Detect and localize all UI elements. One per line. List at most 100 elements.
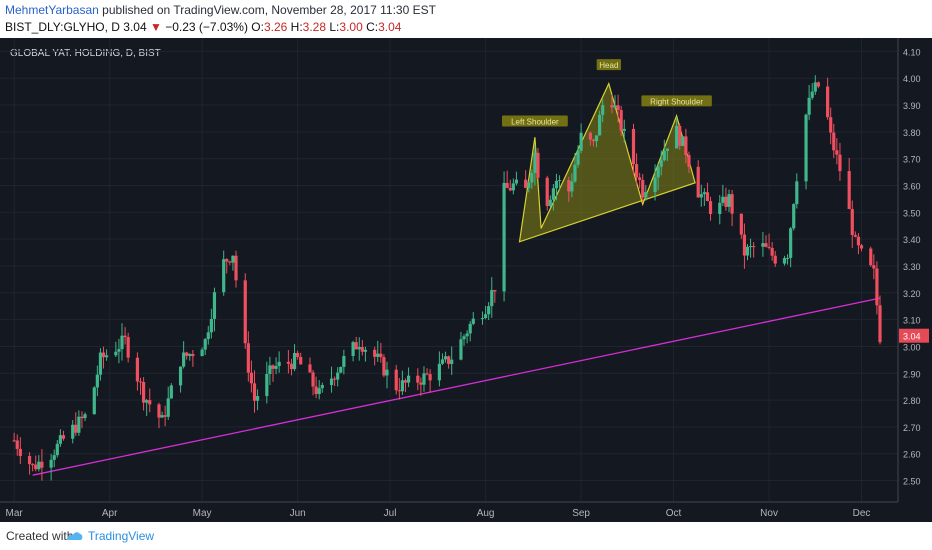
candle-body — [222, 259, 226, 293]
candle-body — [659, 160, 663, 167]
candle-body — [252, 383, 257, 401]
annotation-label: Left Shoulder — [511, 117, 559, 126]
candle-body — [135, 357, 140, 382]
candle-body — [289, 363, 294, 370]
tradingview-link[interactable]: TradingView — [88, 529, 155, 543]
candle-body — [292, 352, 297, 370]
candle-body — [274, 366, 278, 369]
candle-body — [875, 268, 879, 306]
author-link[interactable]: MehmetYarbasan — [5, 3, 99, 17]
annotation-label-bg — [641, 95, 712, 107]
candle-body — [52, 455, 56, 460]
candle-body — [533, 152, 537, 173]
candle-body — [853, 234, 857, 237]
head-shoulders-pattern[interactable] — [518, 81, 696, 243]
trendline[interactable] — [32, 297, 881, 476]
candle-body — [761, 243, 765, 247]
price-tick-label: 3.90 — [903, 101, 921, 111]
candle-body — [502, 182, 506, 292]
candle-body — [804, 114, 808, 182]
low-value: 3.00 — [339, 20, 363, 34]
candle-body — [27, 456, 32, 465]
price-axis-bg — [898, 38, 932, 522]
price-tick-label: 3.40 — [903, 235, 921, 245]
annotation-label: Right Shoulder — [650, 97, 703, 106]
candle-body — [675, 125, 679, 149]
candle-body — [271, 365, 275, 369]
candle-body — [573, 164, 577, 182]
candle-body — [376, 353, 380, 357]
candle-body — [77, 416, 81, 433]
candle-body — [400, 380, 405, 392]
candle-body — [579, 132, 583, 151]
price-tick-label: 3.80 — [903, 128, 921, 138]
symbol-label: BIST_DLY:GLYHO, D — [5, 20, 120, 34]
candle-body — [505, 182, 509, 188]
candle-body — [770, 247, 774, 256]
candle-body — [594, 135, 599, 142]
candle-body — [188, 354, 192, 356]
candle-body — [699, 194, 703, 198]
close-value: 3.04 — [378, 20, 402, 34]
candle-body — [231, 255, 235, 263]
candle-body — [83, 414, 87, 419]
candle-body — [209, 318, 213, 333]
candle-body — [551, 188, 555, 200]
candle-body — [320, 385, 324, 389]
candle-body — [185, 352, 189, 356]
candle-body — [342, 355, 346, 367]
candle-body — [98, 352, 103, 375]
candle-body — [847, 171, 851, 210]
chart-title: GLOBAL YAT. HOLDING, D, BIST — [10, 48, 161, 59]
candle-body — [425, 373, 429, 375]
candle-body — [548, 199, 552, 206]
price-tick-label: 3.70 — [903, 155, 921, 165]
candle-body — [619, 110, 623, 131]
price-chart[interactable]: GLOBAL YAT. HOLDING, D, BIST Left Should… — [0, 38, 932, 522]
price-axis[interactable]: 2.50 2.60 2.70 2.80 2.90 3.00 3.10 3.20 3.30 3.40… — [897, 38, 932, 522]
candle-body — [145, 400, 149, 403]
candle-body — [92, 387, 96, 415]
candle-body — [653, 177, 657, 193]
tradingview-logo-icon — [67, 532, 83, 540]
time-tick-label: Oct — [666, 508, 682, 519]
candle-body — [576, 150, 580, 165]
publish-info: MehmetYarbasan published on TradingView.… — [5, 3, 436, 17]
candle-body — [105, 355, 109, 358]
open-value: 3.26 — [263, 20, 288, 34]
price-tick-label: 4.00 — [903, 74, 921, 84]
candle-body — [234, 255, 238, 281]
time-axis[interactable]: Mar Apr May Jun Jul Aug Sep Oct Nov Dec — [0, 501, 898, 519]
candle-body — [422, 373, 426, 385]
candle-body — [80, 416, 84, 419]
candle-body — [514, 179, 519, 184]
candle-body — [702, 192, 706, 195]
time-tick-label: Apr — [102, 508, 118, 519]
candle-body — [450, 359, 454, 364]
candle-body — [869, 248, 873, 266]
candle-body — [829, 117, 833, 133]
candle-body — [268, 365, 272, 375]
chart-area[interactable]: GLOBAL YAT. HOLDING, D, BIST Left Should… — [0, 38, 932, 522]
candle-body — [859, 245, 864, 249]
candle-body — [493, 290, 497, 292]
candle-body — [440, 359, 445, 364]
candle-body — [308, 364, 312, 373]
chart-header: MehmetYarbasan published on TradingView.… — [0, 0, 932, 38]
candle-body — [120, 335, 124, 350]
annotation-label-bg — [596, 59, 622, 71]
candle-body — [200, 349, 204, 357]
candle-body — [545, 177, 549, 206]
high-value: 3.28 — [302, 20, 327, 34]
candle-body — [141, 381, 146, 403]
candle-body — [752, 246, 756, 248]
candle-body — [157, 404, 161, 418]
candle-body — [508, 187, 512, 191]
candle-body — [872, 265, 876, 269]
candle-body — [49, 459, 53, 468]
candle-body — [299, 357, 303, 365]
candle-body — [148, 400, 152, 405]
candle-body — [813, 82, 817, 92]
candle-body — [286, 361, 290, 364]
candle-body — [169, 385, 173, 399]
